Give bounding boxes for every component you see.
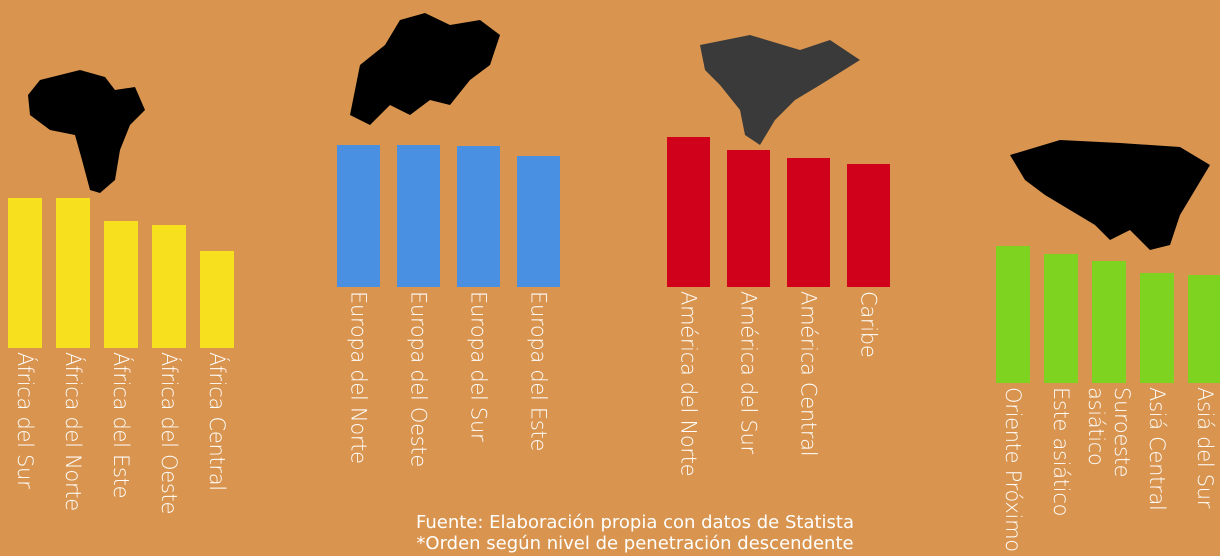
bar — [1092, 261, 1126, 383]
bar — [200, 251, 234, 348]
category-label: Asiá Central — [1145, 387, 1169, 511]
bar — [667, 136, 710, 287]
category-label: Europa del Este — [526, 291, 551, 452]
category-label: América Central — [796, 291, 821, 457]
bar — [152, 224, 186, 348]
bar — [787, 157, 830, 287]
america-map — [700, 35, 860, 145]
bar — [397, 144, 440, 287]
africa-map — [28, 70, 145, 193]
bar — [1140, 272, 1174, 383]
category-label: África Central — [205, 352, 229, 491]
asia-map — [1010, 140, 1210, 250]
category-label: Europa del Oeste — [406, 291, 431, 467]
category-label: Europa del Sur — [466, 291, 491, 442]
category-label: Este asiático — [1049, 387, 1073, 517]
bar — [104, 220, 138, 348]
bar — [56, 197, 90, 348]
category-label: Suroeste asiático — [1084, 387, 1134, 478]
category-label: Asiá del Sur — [1193, 387, 1217, 509]
bar — [457, 146, 500, 287]
bar — [1044, 253, 1078, 383]
source-note: Fuente: Elaboración propia con datos de … — [415, 512, 855, 533]
bar — [1188, 274, 1220, 383]
category-label: Caribe — [856, 291, 881, 358]
category-label: América del Norte — [676, 291, 701, 477]
bar — [337, 144, 380, 287]
category-label: Europa del Norte — [346, 291, 371, 464]
bar — [847, 163, 890, 287]
category-label: África del Este — [109, 352, 133, 499]
category-label: África del Oeste — [157, 352, 181, 515]
category-label: América del Sur — [736, 291, 761, 454]
category-label: Oriente Próximo — [1001, 387, 1025, 552]
category-label: África del Sur — [13, 352, 37, 489]
bar — [517, 155, 560, 287]
europe-map — [350, 13, 500, 125]
category-label: África del Norte — [61, 352, 85, 511]
bar — [727, 150, 770, 287]
bar — [8, 197, 42, 348]
bar — [996, 246, 1030, 383]
order-note: *Orden según nivel de penetración descen… — [416, 533, 854, 554]
